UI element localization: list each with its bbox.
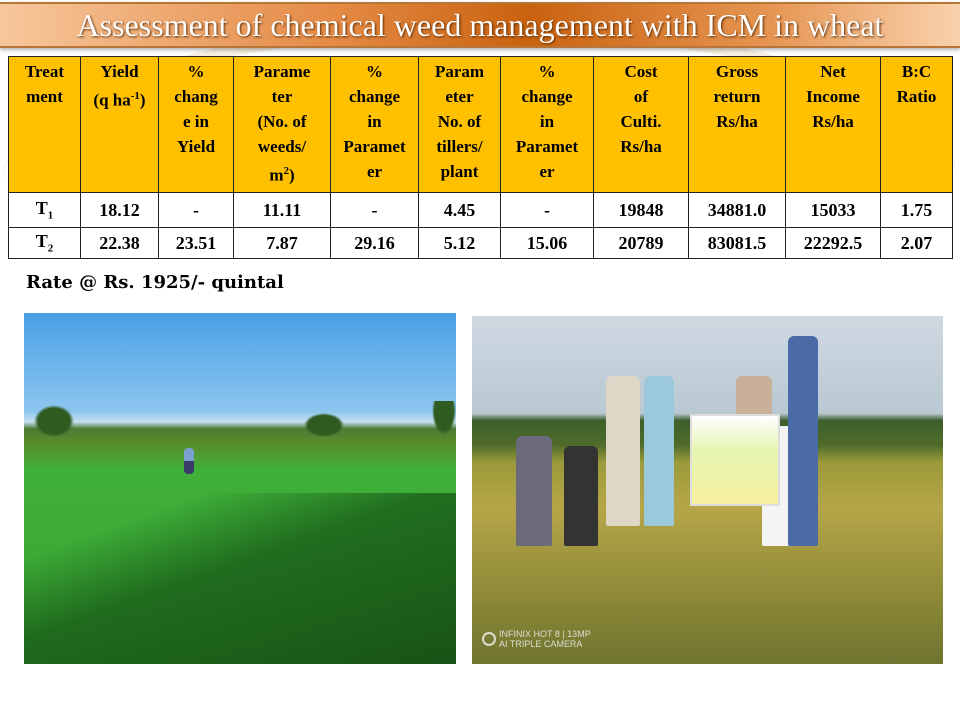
camera-lens-icon — [482, 631, 496, 646]
tree-line — [24, 401, 456, 441]
table-cell: 83081.5 — [688, 227, 786, 259]
header-net-income: Net Income Rs/ha — [785, 56, 881, 193]
person — [564, 446, 598, 546]
person — [644, 376, 674, 526]
treatment-cell: T1 — [8, 192, 81, 228]
table-cell: 4.45 — [418, 192, 501, 228]
person — [788, 336, 818, 546]
table-cell: 29.16 — [330, 227, 419, 259]
field-spraying-photo — [24, 313, 456, 664]
title-bar: Assessment of chemical weed management w… — [0, 2, 960, 48]
camera-watermark: INFINIX HOT 8 | 13MP AI TRIPLE CAMERA — [482, 628, 591, 649]
table-cell: 22.38 — [80, 227, 159, 259]
table-cell: 15.06 — [500, 227, 594, 259]
table-cell: 2.07 — [880, 227, 953, 259]
table-cell: - — [330, 192, 419, 228]
header-bc-ratio: B:C Ratio — [880, 56, 953, 193]
header-pct-change-weeds: % change in Paramet er — [330, 56, 419, 193]
table-cell: 1.75 — [880, 192, 953, 228]
table-cell: 15033 — [785, 192, 881, 228]
table-cell: 18.12 — [80, 192, 159, 228]
slide-title: Assessment of chemical weed management w… — [76, 7, 884, 43]
table-cell: - — [158, 192, 234, 228]
table-cell: 23.51 — [158, 227, 234, 259]
kvk-banner — [690, 414, 780, 506]
header-pct-change-tillers: % change in Paramet er — [500, 56, 594, 193]
table-cell: 7.87 — [233, 227, 331, 259]
table-cell: 22292.5 — [785, 227, 881, 259]
treatment-cell: T2 — [8, 227, 81, 259]
table-cell: 20789 — [593, 227, 689, 259]
header-weeds: Parame ter (No. of weeds/m2) — [233, 56, 331, 193]
table-cell: - — [500, 192, 594, 228]
header-row: Treat ment Yield (q ha-1) % chang e in Yield … — [8, 56, 953, 193]
person — [516, 436, 552, 546]
rate-note: Rate @ Rs. 1925/- quintal — [26, 272, 284, 293]
table-cell: 5.12 — [418, 227, 501, 259]
table-cell: 34881.0 — [688, 192, 786, 228]
header-tillers: Param eter No. of tillers/plant — [418, 56, 501, 193]
table-row: T2 22.38 23.51 7.87 29.16 5.12 15.06 207… — [8, 227, 953, 259]
results-table: Treat ment Yield (q ha-1) % chang e in Yield … — [8, 56, 953, 259]
group-with-banner-photo: INFINIX HOT 8 | 13MP AI TRIPLE CAMERA — [472, 316, 943, 664]
header-cost: Cost of Culti. Rs/ha — [593, 56, 689, 193]
person — [606, 376, 640, 526]
table-row: T1 18.12 - 11.11 - 4.45 - 19848 34881.0 … — [8, 192, 953, 228]
shadow — [24, 493, 456, 664]
header-treatment: Treat ment — [8, 56, 81, 193]
header-gross-return: Gross return Rs/ha — [688, 56, 786, 193]
header-yield: Yield (q ha-1) — [80, 56, 159, 193]
header-pct-change-yield: % chang e in Yield — [158, 56, 234, 193]
table-cell: 19848 — [593, 192, 689, 228]
table-cell: 11.11 — [233, 192, 331, 228]
sprayer-person — [184, 448, 194, 474]
